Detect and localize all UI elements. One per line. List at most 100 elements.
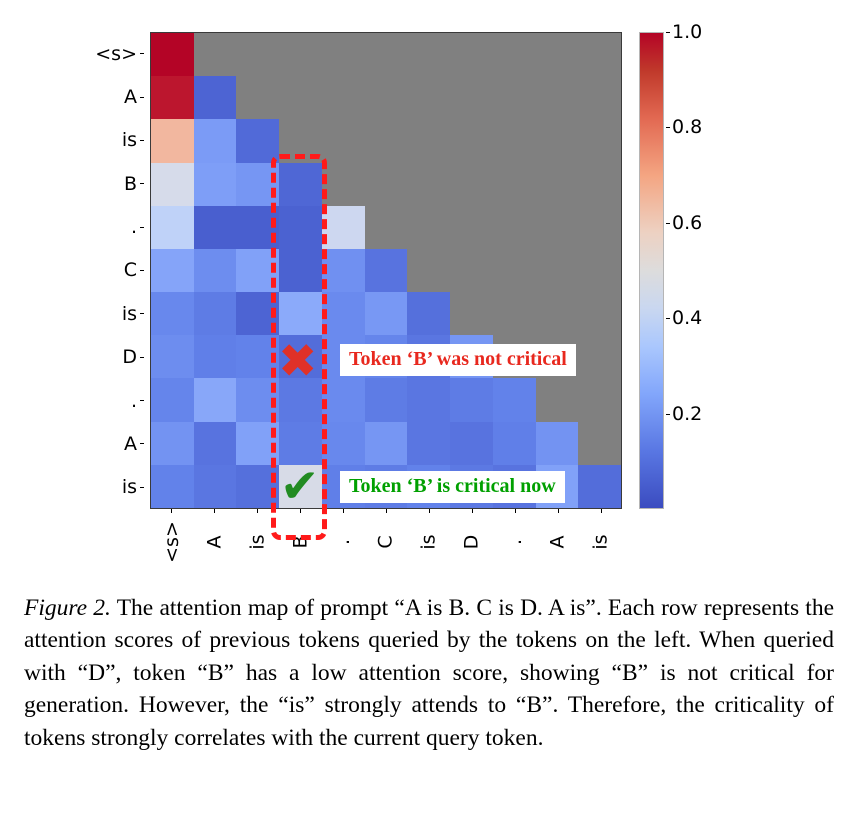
heatmap-cell [236,421,280,465]
heatmap-cell [151,162,194,206]
heatmap-cell [193,335,237,379]
heatmap-cell [279,292,322,336]
heatmap-cell [492,162,536,206]
x-tick-label: is [417,534,440,550]
heatmap-cell [364,119,408,163]
heatmap-cell [321,205,365,249]
y-axis: <s> A is B . C is D . A is [86,32,144,509]
heatmap-cell [364,421,408,465]
heatmap-cell [535,248,579,293]
heatmap-cell [450,421,493,465]
y-tick-label: <s> [86,32,144,75]
heatmap-cell [492,205,536,249]
heatmap-cell [407,162,451,206]
heatmap-cell [535,421,579,465]
y-tick-label: C [86,249,144,292]
heatmap-cell [364,248,408,293]
heatmap-cell [450,162,493,206]
heatmap-cell [578,464,621,508]
heatmap-cell [236,292,280,336]
heatmap-cell [407,248,451,293]
heatmap-cell [151,248,194,293]
attention-heatmap [150,32,622,509]
heatmap-cell [492,421,536,465]
heatmap-cell [535,76,579,120]
heatmap-cell [321,162,365,206]
heatmap-cell [236,248,280,293]
figure-label: Figure 2. [24,595,111,621]
y-tick-label: is [86,119,144,162]
heatmap-cell [151,205,194,249]
heatmap-cell [236,119,280,163]
y-tick-label: . [86,379,144,422]
heatmap-cell [236,162,280,206]
heatmap-cell [492,33,536,77]
callout-critical-now: Token ‘B’ is critical now [340,471,565,503]
y-tick-label: D [86,336,144,379]
heatmap-cell [193,248,237,293]
callout-not-critical: Token ‘B’ was not critical [340,344,576,376]
heatmap-cell [407,421,451,465]
heatmap-cell [279,162,322,206]
heatmap-cell [193,205,237,249]
colorbar [639,32,664,509]
heatmap-cell [279,119,322,163]
x-tick: is [407,509,450,569]
heatmap-cell [450,292,493,336]
heatmap-cell [321,248,365,293]
x-tick-label: . [503,538,526,546]
heatmap-cell [578,292,621,336]
colorbar-tick-label: 0.4 [666,307,702,329]
colorbar-ticks: 1.0 0.8 0.6 0.4 0.2 [666,21,746,509]
heatmap-cell [236,335,280,379]
heatmap-cell [151,76,194,120]
heatmap-cell [578,421,621,465]
heatmap-cell [193,33,237,77]
heatmap-cell [151,292,194,336]
heatmap-cell [279,76,322,120]
heatmap-cell [578,335,621,379]
heatmap-cell [578,119,621,163]
heatmap-cell [279,378,322,422]
heatmap-cell [193,76,237,120]
x-tick: A [193,509,236,569]
heatmap-cell [321,292,365,336]
heatmap-cell [321,76,365,120]
x-tick-label: B [289,535,312,549]
heatmap-cell [450,76,493,120]
y-tick-label: is [86,292,144,335]
heatmap-cell-grid [151,33,621,508]
heatmap-cell [578,205,621,249]
x-tick-label: A [546,535,569,549]
heatmap-cell [151,464,194,508]
heatmap-cell [193,378,237,422]
heatmap-cell [364,76,408,120]
heatmap-cell [450,248,493,293]
heatmap-cell [450,378,493,422]
heatmap-cell [578,162,621,206]
heatmap-cell [236,33,280,77]
heatmap-cell [492,119,536,163]
heatmap-cell [279,335,322,379]
heatmap-cell [236,205,280,249]
x-tick-label: A [203,535,226,549]
heatmap-cell [236,76,280,120]
heatmap-cell [407,76,451,120]
y-tick-label: A [86,75,144,118]
y-tick-label: is [86,466,144,509]
y-tick-label: . [86,205,144,248]
heatmap-cell [236,378,280,422]
x-tick-label: is [589,534,612,550]
x-tick-label: is [246,534,269,550]
x-tick: . [322,509,365,569]
y-tick-label: B [86,162,144,205]
heatmap-cell [279,33,322,77]
x-tick: is [236,509,279,569]
cross-icon: ✖ [278,334,318,389]
x-tick: . [493,509,536,569]
heatmap-cell [535,292,579,336]
x-tick: D [450,509,493,569]
heatmap-cell [578,33,621,77]
heatmap-cell [492,76,536,120]
figure-caption-text: The attention map of prompt “A is B. C i… [24,595,834,751]
